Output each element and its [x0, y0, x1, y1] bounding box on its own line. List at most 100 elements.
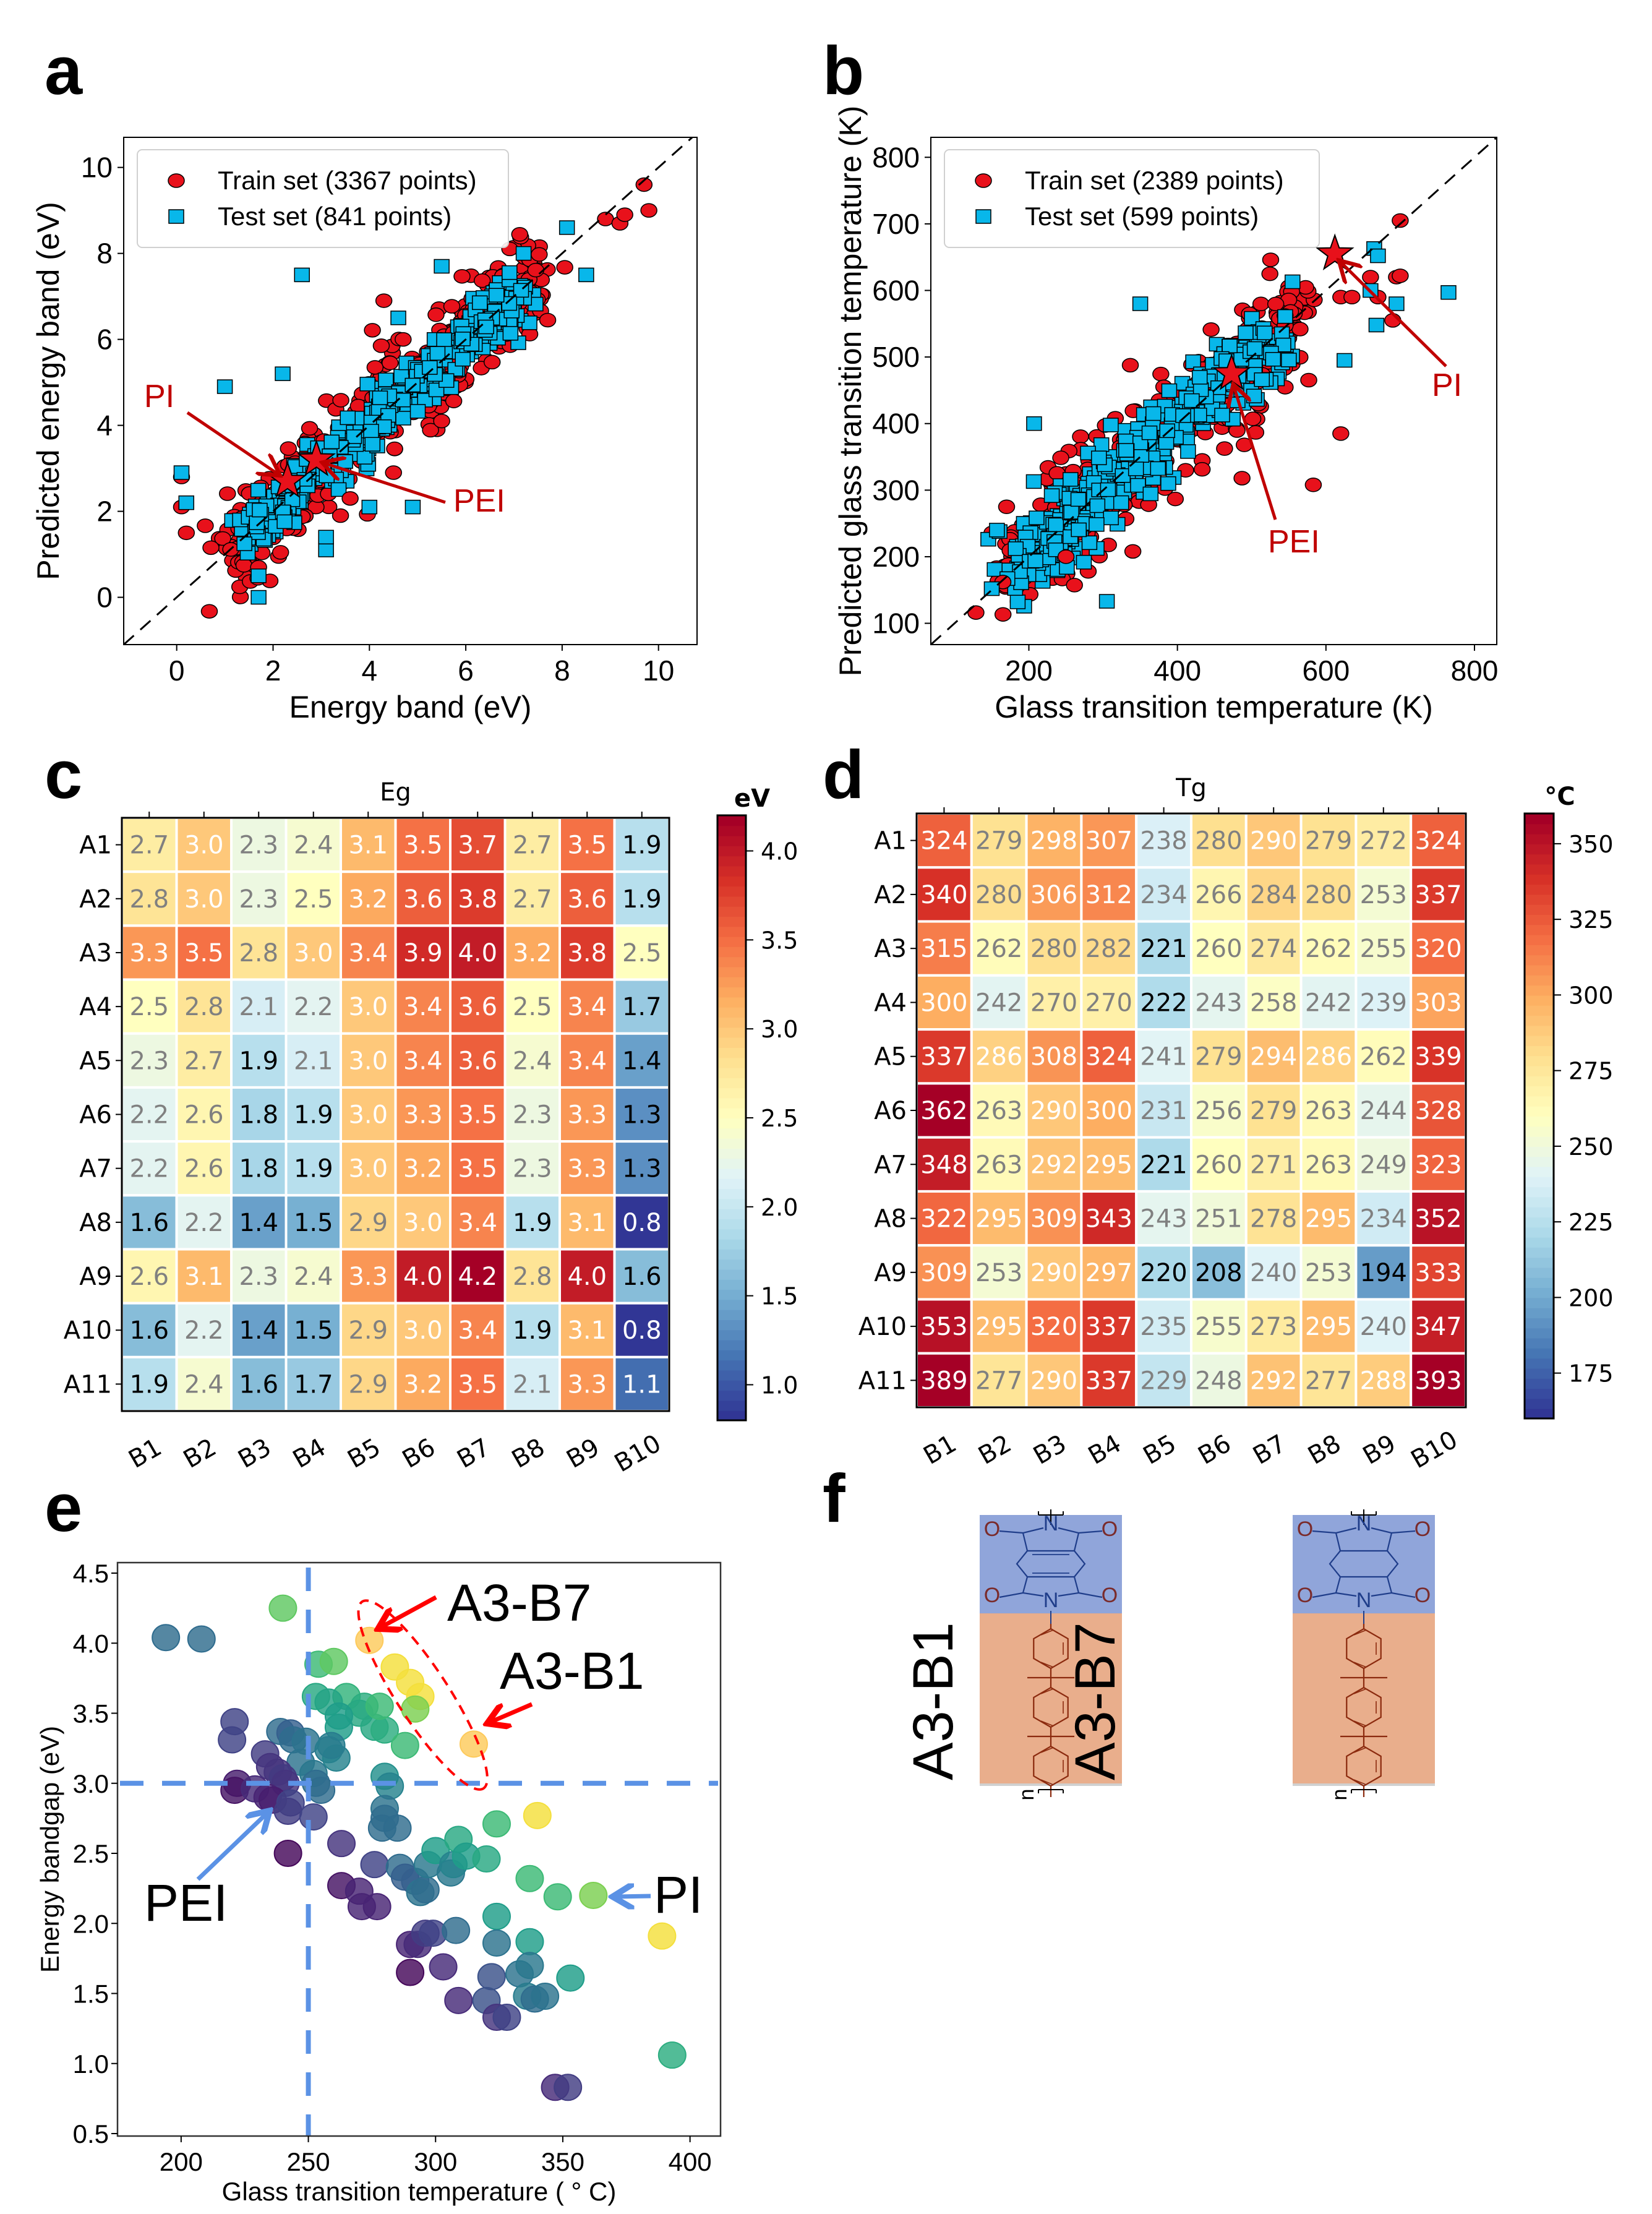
colorbar-segment	[1525, 1358, 1554, 1369]
heatmap-cell-label: 1.5	[294, 1316, 333, 1345]
heatmap-cell-label: 2.9	[348, 1370, 388, 1399]
heatmap-cell	[449, 924, 507, 981]
heatmap-cell	[1190, 920, 1248, 977]
row-label: A9	[874, 1259, 907, 1287]
heatmap-cell-label: 221	[1140, 1151, 1187, 1179]
heatmap-cell-label: 1.6	[129, 1316, 169, 1345]
scatter-point	[556, 1964, 585, 1992]
colorbar-segment	[717, 916, 746, 927]
scatter-point	[365, 1693, 394, 1720]
colorbar-segment	[717, 946, 746, 958]
heatmap-cell-label: 2.3	[239, 831, 278, 860]
heatmap-cell-label: 2.6	[184, 1101, 224, 1130]
colorbar-tick-label: 1.5	[761, 1283, 798, 1310]
scatter-point	[375, 1772, 404, 1800]
heatmap-cell	[1244, 1352, 1303, 1409]
heatmap-cell-label: 286	[975, 1043, 1022, 1071]
panel-label-a: a	[45, 33, 83, 109]
structure-label: A3-B1	[902, 1622, 965, 1780]
row-label: A7	[874, 1151, 907, 1179]
colorbar-segment	[1525, 1246, 1554, 1258]
colorbar-segment	[717, 1279, 746, 1290]
heatmap-cell-label: 1.7	[294, 1370, 333, 1399]
heatmap-cell-label: 309	[1030, 1205, 1077, 1234]
train-point	[1121, 358, 1139, 373]
test-point	[1093, 437, 1110, 452]
train-point	[1202, 322, 1220, 337]
scatter-point	[482, 1929, 511, 1957]
train-point	[235, 558, 253, 573]
heatmap-cell-label: 3.2	[403, 1370, 443, 1399]
train-point	[332, 393, 349, 408]
train-point	[967, 605, 985, 620]
heatmap-cell-label: 2.8	[513, 1263, 552, 1291]
heatmap-cell-label: 3.0	[403, 1316, 443, 1345]
panel-b-scatter: 200 400 600 800 100 200 300 400 500 600 700 800 Glas…	[833, 106, 1498, 724]
train-point	[990, 663, 1006, 676]
heatmap-cell-label: 295	[1305, 1205, 1352, 1234]
test-point	[363, 424, 379, 439]
train-point	[1244, 411, 1262, 426]
heatmap-cell	[503, 1140, 561, 1197]
heatmap-cell	[915, 1136, 973, 1193]
colorbar-segment	[717, 815, 746, 826]
heatmap-cell-label: 0.8	[622, 1316, 662, 1345]
heatmap-cell	[559, 1355, 616, 1412]
heatmap-cell	[1355, 1028, 1413, 1085]
heatmap-cell-label: 241	[1140, 1043, 1187, 1071]
test-point	[502, 326, 519, 341]
heatmap-cell-label: 253	[1305, 1259, 1352, 1287]
test-point	[330, 482, 347, 497]
train-point	[994, 607, 1012, 622]
colorbar-segment	[717, 835, 746, 846]
heatmap-cell-label: 290	[1250, 827, 1297, 856]
heatmap-cell-label: 3.6	[567, 885, 607, 914]
heatmap-cell-label: 2.3	[239, 1263, 278, 1291]
test-point	[1029, 510, 1045, 525]
heatmap-cell-label: 3.3	[567, 1370, 607, 1399]
heatmap-cell-label: 1.4	[239, 1316, 278, 1345]
train-point	[1392, 213, 1409, 228]
heatmap-cell-label: 263	[975, 1097, 1022, 1125]
heatmap-cell	[1080, 1082, 1138, 1139]
heatmap-cell	[394, 870, 452, 927]
test-point	[178, 495, 195, 510]
heatmap-cell	[449, 1032, 507, 1089]
heatmap-cell-label: 2.1	[513, 1370, 552, 1399]
scatter-point	[319, 1647, 348, 1675]
train-point	[202, 540, 220, 556]
colorbar-tick-label: 2.5	[761, 1105, 798, 1132]
heatmap-cell	[1410, 1352, 1467, 1409]
test-point	[1281, 353, 1297, 367]
test-point	[1150, 461, 1166, 476]
train-point	[1052, 450, 1069, 465]
col-label: B7	[1248, 1430, 1291, 1470]
heatmap-cell	[340, 1194, 397, 1251]
annotation-pei: PEI	[453, 483, 505, 519]
train-point	[998, 499, 1016, 514]
train-point	[616, 207, 633, 222]
test-point	[1128, 461, 1144, 476]
colorbar-segment	[717, 1178, 746, 1190]
colorbar-segment	[1525, 1257, 1554, 1268]
heatmap-cell-label: 3.1	[184, 1263, 224, 1291]
colorbar-segment	[717, 1118, 746, 1129]
heatmap-cell-label: 1.9	[513, 1316, 552, 1345]
heatmap-cell-label: 2.3	[513, 1155, 552, 1183]
row-label: A6	[79, 1101, 112, 1130]
aromatic-double-bonds	[1032, 1554, 1069, 1574]
scatter-point	[482, 1902, 511, 1930]
heatmap-cell-label: 290	[1030, 1259, 1077, 1287]
heatmap-cell-label: 279	[1250, 1097, 1297, 1125]
colorbar-segment	[1525, 1196, 1554, 1208]
repeat-index-n: n	[1328, 1789, 1351, 1801]
col-label: B5	[1139, 1430, 1181, 1470]
heatmap-cell-label: 262	[1360, 1043, 1407, 1071]
test-point	[364, 437, 381, 452]
scatter-point	[396, 1959, 425, 1986]
benzene-double-bonds	[1040, 1747, 1064, 1785]
heatmap-cell-label: 3.0	[348, 1155, 388, 1183]
heatmap-cell-label: 1.3	[622, 1155, 662, 1183]
y-axis-label: Predicted energy band (eV)	[31, 202, 66, 580]
